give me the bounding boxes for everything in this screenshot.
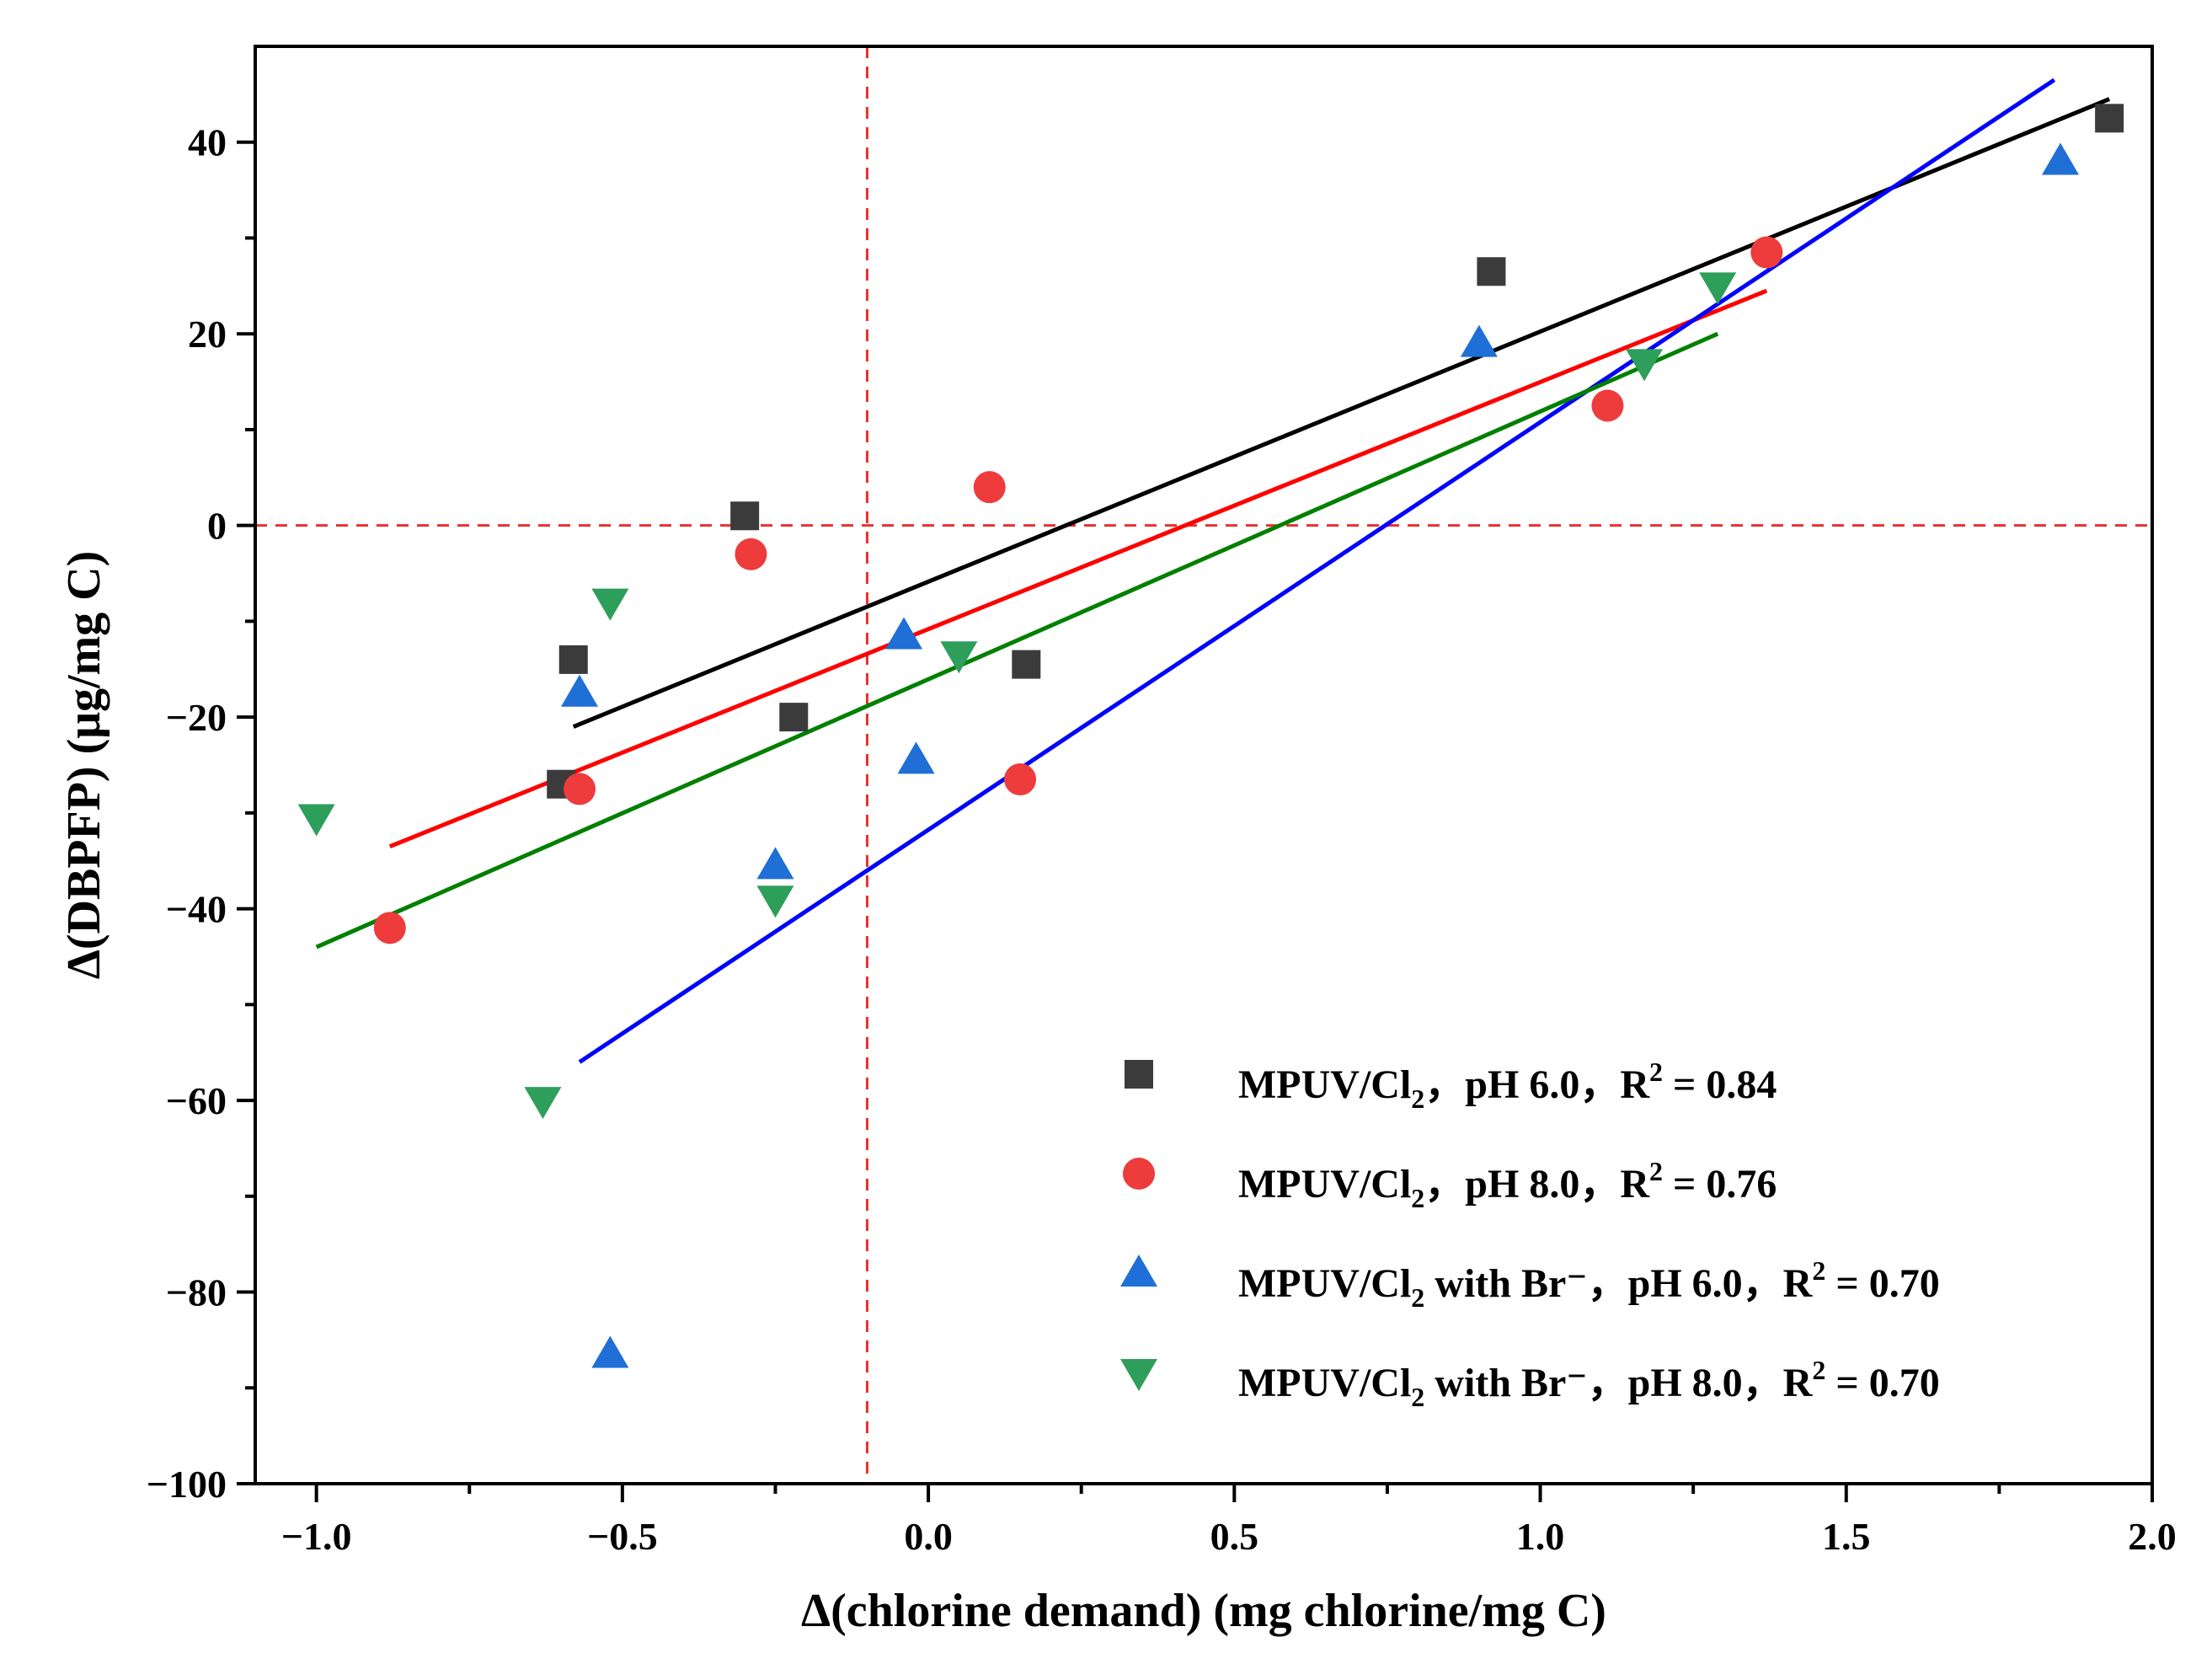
legend: MPUV/Cl2，pH 6.0，R2 = 0.84 MPUV/Cl2，pH 8.0… <box>1120 1057 1940 1412</box>
x-tick-label: 0.5 <box>1210 1515 1259 1558</box>
data-point-series-4-4 <box>756 886 794 918</box>
x-axis: −1.0 −0.5 0.0 0.5 1.0 1.5 2.0 <box>281 1484 2177 1558</box>
x-axis-title: Δ(chlorine demand) (mg chlorine/mg C) <box>801 1585 1606 1637</box>
fit-line-series-4 <box>315 331 1719 950</box>
y-tick-label: −100 <box>147 1463 227 1506</box>
data-point-series-4-6 <box>1626 349 1664 382</box>
y-axis-title: Δ(DBPFP) (μg/mg C) <box>58 551 110 980</box>
legend-marker-3 <box>1120 1255 1157 1287</box>
data-point-series-2-7 <box>1750 236 1783 269</box>
data-point-series-1-4 <box>779 703 809 732</box>
data-point-series-2-6 <box>1591 389 1624 422</box>
y-tick-label: −60 <box>166 1079 227 1122</box>
fit-lines <box>315 78 2111 1064</box>
data-point-series-2-1 <box>373 912 406 944</box>
data-point-series-3-7 <box>2042 142 2080 175</box>
x-tick-label: 2.0 <box>2128 1515 2177 1558</box>
data-point-series-3-2 <box>591 1335 629 1368</box>
y-tick-label: −20 <box>166 696 227 739</box>
data-point-series-3-4 <box>885 617 923 650</box>
legend-marker-2 <box>1123 1158 1155 1190</box>
data-point-series-4-5 <box>940 641 978 674</box>
x-tick-label: −1.0 <box>281 1515 352 1558</box>
legend-marker-4 <box>1120 1359 1157 1391</box>
fit-line-series-1 <box>572 97 2111 729</box>
data-point-series-2-3 <box>735 538 767 570</box>
y-tick-label: 20 <box>188 313 227 356</box>
data-point-series-2-5 <box>1004 763 1037 796</box>
legend-marker-1 <box>1125 1060 1153 1089</box>
data-point-series-4-2 <box>524 1087 562 1120</box>
data-point-series-2-2 <box>564 773 596 805</box>
data-point-series-2-4 <box>973 471 1006 504</box>
reference-lines <box>255 46 2152 1484</box>
data-point-series-1-7 <box>2095 104 2124 133</box>
plot-frame <box>254 45 2154 1485</box>
fit-line-series-3 <box>578 78 2056 1064</box>
y-axis: −100 −80 −60 −40 −20 0 20 40 <box>147 121 255 1506</box>
y-tick-label: −80 <box>166 1271 227 1314</box>
x-tick-label: 0.0 <box>904 1515 953 1558</box>
legend-label-4: MPUV/Cl2 with Br⁻，pH 8.0，R2 = 0.70 <box>1238 1355 1940 1412</box>
data-point-series-1-2 <box>558 645 588 674</box>
data-point-series-1-3 <box>730 501 760 531</box>
data-point-series-3-1 <box>561 674 599 707</box>
x-tick-label: −0.5 <box>587 1515 658 1558</box>
legend-label-1: MPUV/Cl2，pH 6.0，R2 = 0.84 <box>1238 1057 1777 1114</box>
x-tick-label: 1.5 <box>1822 1515 1871 1558</box>
legend-label-2: MPUV/Cl2，pH 8.0，R2 = 0.76 <box>1238 1156 1777 1213</box>
data-point-series-4-7 <box>1699 272 1737 305</box>
legend-label-3: MPUV/Cl2 with Br⁻，pH 6.0，R2 = 0.70 <box>1238 1255 1940 1313</box>
data-point-series-1-5 <box>1012 650 1041 679</box>
x-tick-label: 1.0 <box>1516 1515 1565 1558</box>
data-point-series-1-6 <box>1477 257 1506 286</box>
fit-line-series-2 <box>388 288 1768 848</box>
data-point-series-4-3 <box>591 588 629 621</box>
data-point-series-3-6 <box>1460 324 1498 357</box>
data-point-series-3-5 <box>897 741 935 774</box>
y-tick-label: 0 <box>207 505 227 548</box>
data-point-series-3-3 <box>756 847 794 880</box>
data-points <box>297 104 2124 1368</box>
y-tick-label: 40 <box>188 121 227 164</box>
y-tick-label: −40 <box>166 888 227 931</box>
data-point-series-4-1 <box>297 804 335 837</box>
